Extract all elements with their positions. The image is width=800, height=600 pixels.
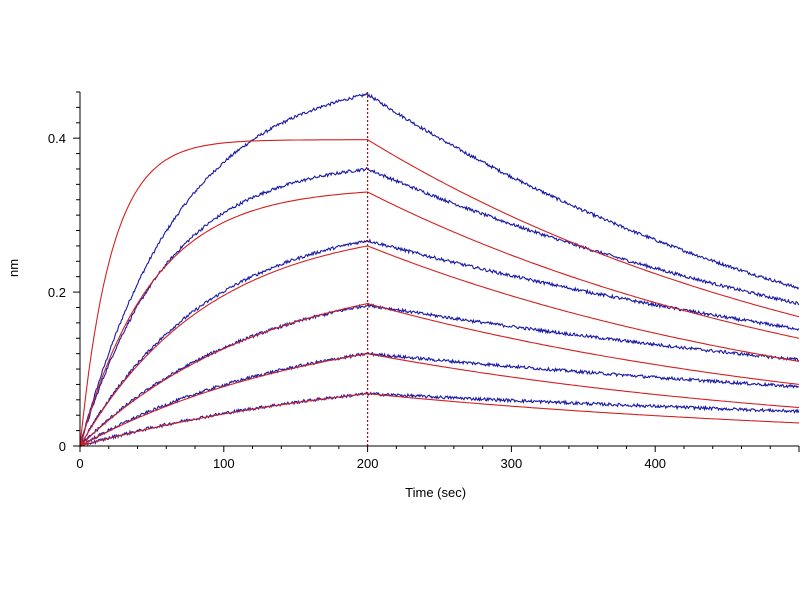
measured-trace-1: [79, 92, 800, 446]
y-tick-label: 0: [59, 439, 66, 454]
fit-curve-4: [79, 303, 800, 447]
fit-curve-3: [79, 245, 800, 447]
x-tick-label: 300: [501, 456, 523, 471]
plot-lines: [79, 92, 800, 448]
x-axis-title: Time (sec): [405, 485, 466, 500]
x-tick-label: 200: [357, 456, 379, 471]
measured-trace-5: [79, 351, 800, 447]
x-tick-label: 400: [644, 456, 666, 471]
measured-trace-2: [79, 166, 800, 446]
measured-trace-4: [79, 302, 799, 448]
x-tick-label: 100: [213, 456, 235, 471]
y-axis-title: nm: [6, 259, 21, 277]
y-tick-label: 0.2: [48, 285, 66, 300]
ticks: 0 100 200 300 400 0 0.2 0.4: [48, 91, 800, 471]
axes: [79, 92, 799, 447]
fit-curve-2: [79, 191, 800, 447]
y-tick-label: 0.4: [48, 131, 66, 146]
fit-curve-6: [79, 393, 800, 447]
fit-curve-1: [79, 139, 800, 447]
fit-curve-5: [79, 353, 800, 447]
measured-trace-3: [79, 238, 800, 447]
x-tick-label: 0: [76, 456, 83, 471]
